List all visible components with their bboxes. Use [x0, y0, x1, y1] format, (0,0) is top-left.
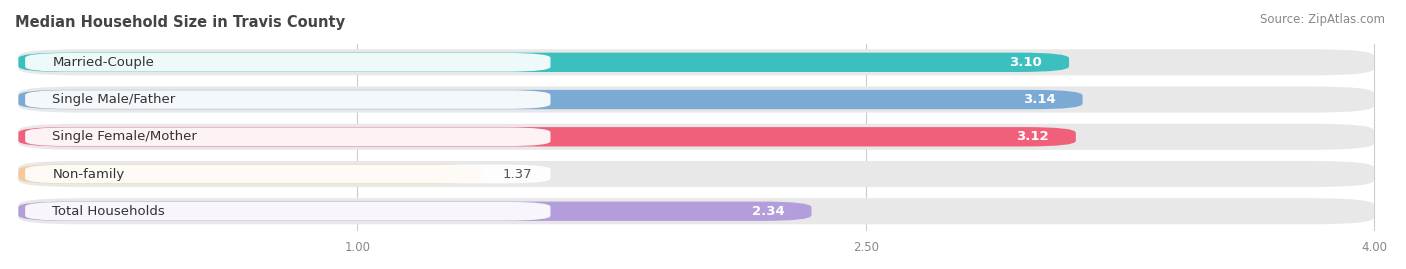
Text: Single Male/Father: Single Male/Father [52, 93, 176, 106]
Text: 3.12: 3.12 [1017, 130, 1049, 143]
Text: Source: ZipAtlas.com: Source: ZipAtlas.com [1260, 13, 1385, 26]
FancyBboxPatch shape [18, 90, 1083, 109]
Text: Median Household Size in Travis County: Median Household Size in Travis County [15, 15, 344, 30]
FancyBboxPatch shape [25, 53, 551, 72]
Text: 2.34: 2.34 [752, 205, 785, 218]
Text: Total Households: Total Households [52, 205, 165, 218]
FancyBboxPatch shape [18, 53, 1069, 72]
Text: 1.37: 1.37 [503, 168, 533, 180]
FancyBboxPatch shape [25, 202, 551, 221]
Text: Non-family: Non-family [52, 168, 125, 180]
Text: 3.10: 3.10 [1010, 56, 1042, 69]
FancyBboxPatch shape [18, 201, 811, 221]
FancyBboxPatch shape [25, 128, 551, 146]
FancyBboxPatch shape [18, 161, 1374, 187]
FancyBboxPatch shape [18, 49, 1374, 75]
Text: 3.14: 3.14 [1022, 93, 1056, 106]
Text: Single Female/Mother: Single Female/Mother [52, 130, 197, 143]
FancyBboxPatch shape [18, 164, 482, 184]
FancyBboxPatch shape [18, 198, 1374, 224]
FancyBboxPatch shape [18, 124, 1374, 150]
FancyBboxPatch shape [25, 90, 551, 109]
FancyBboxPatch shape [18, 87, 1374, 113]
Text: Married-Couple: Married-Couple [52, 56, 155, 69]
FancyBboxPatch shape [18, 127, 1076, 146]
FancyBboxPatch shape [25, 165, 551, 183]
